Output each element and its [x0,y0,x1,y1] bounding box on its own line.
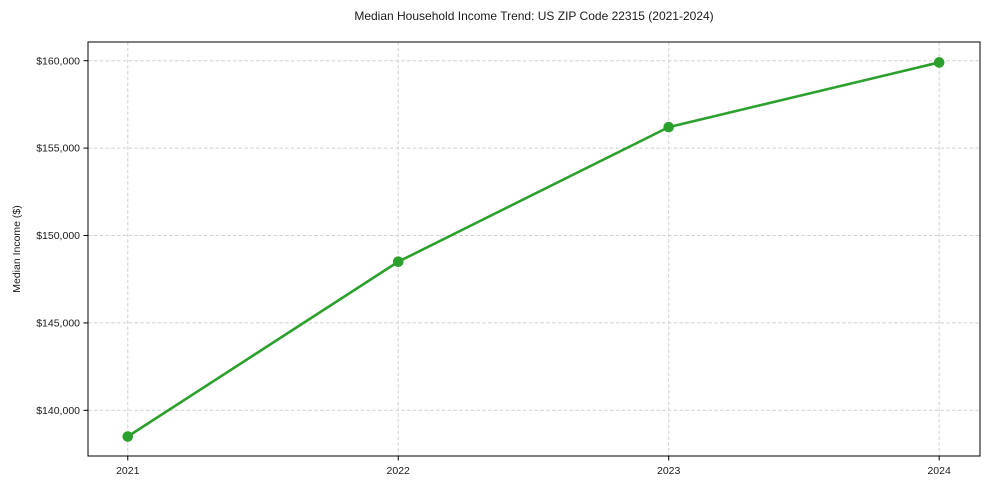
y-tick-label: $155,000 [36,143,80,155]
trend-line [126,61,941,438]
x-tick-label: 2022 [387,465,411,477]
data-point-2024 [933,57,945,68]
data-point-2022 [392,256,404,268]
data-point-2023 [663,121,674,133]
x-tick-label: 2024 [927,465,951,477]
data-point-2021 [122,431,134,442]
y-tick-label: $140,000 [36,405,80,417]
x-tick-label: 2023 [657,465,681,477]
plot-border [87,41,981,457]
y-tick-label: $150,000 [36,230,80,242]
x-tick-label: 2021 [116,465,140,477]
y-tick-label: $160,000 [36,55,80,67]
y-tick-label: $145,000 [36,317,80,329]
chart-title: Median Household Income Trend: US ZIP Co… [354,9,714,23]
